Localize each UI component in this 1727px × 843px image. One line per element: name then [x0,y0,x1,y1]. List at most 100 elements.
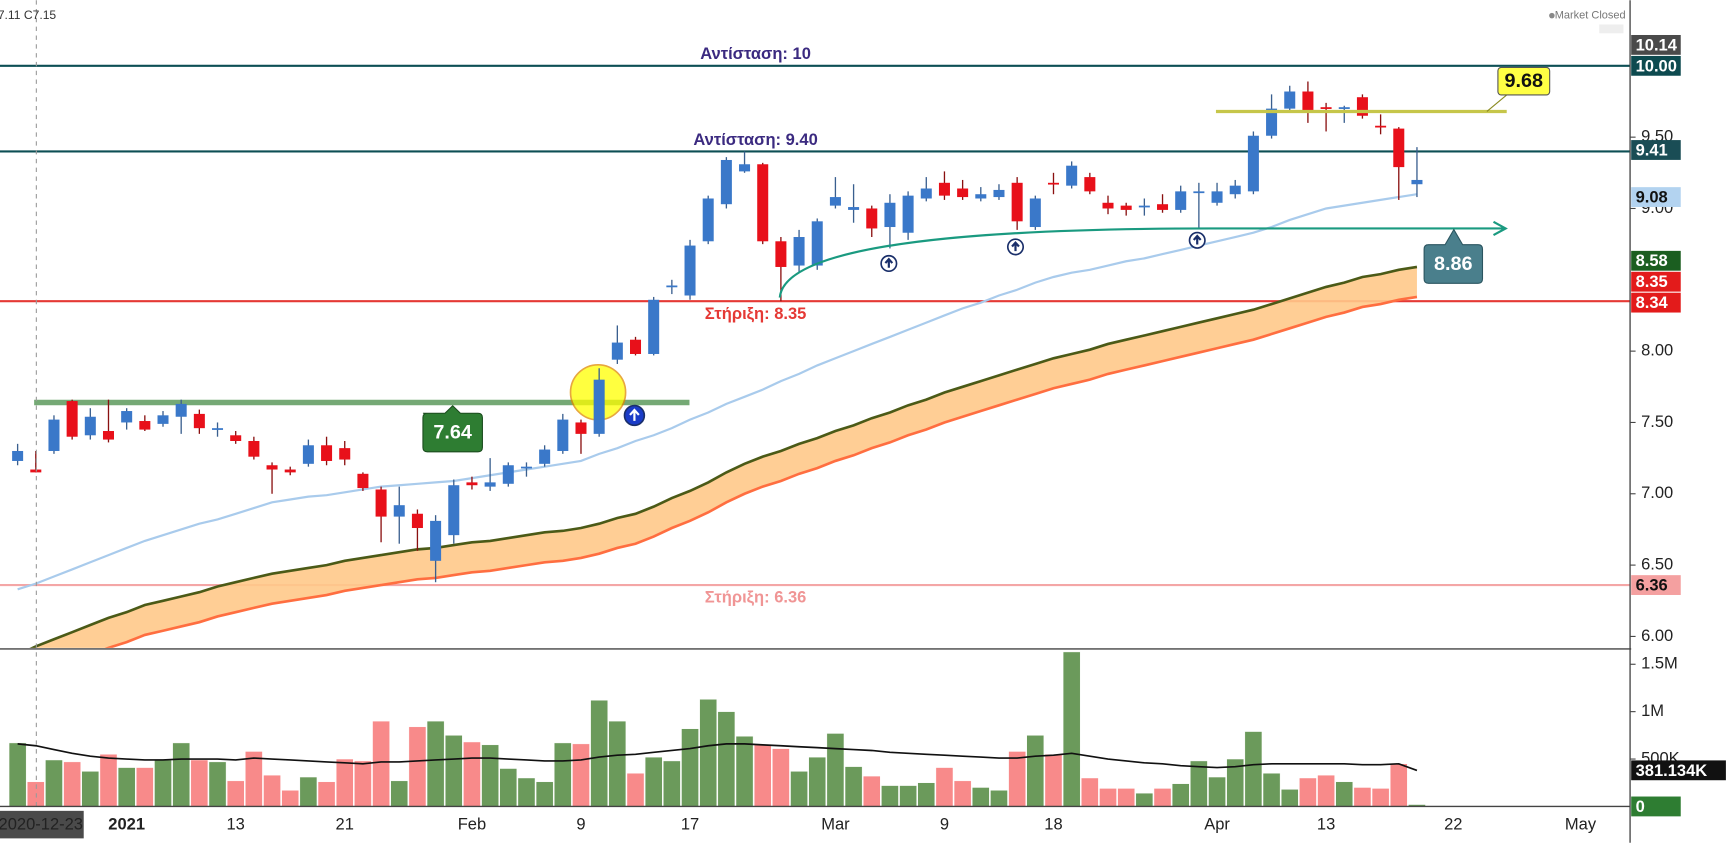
volume-bar [408,726,427,807]
ma-band [32,266,1417,648]
candle-body [1175,191,1187,210]
candle-body [811,221,823,266]
projection-arrow [778,220,1508,298]
candle-body [1138,205,1150,208]
x-tick-label: 13 [227,815,245,834]
y-tick-label: 8.00 [1641,340,1673,359]
price-badge [1631,292,1681,313]
volume-bar [136,767,154,807]
moving-average [29,265,1418,648]
volume-bar [681,728,699,807]
price-badge-text: 10.00 [1636,56,1677,75]
candle-body [957,188,969,198]
price-badge-text: 6.36 [1636,576,1668,595]
x-tick-label: 17 [681,815,699,834]
candle-body [611,342,623,360]
price-badge [1631,187,1681,207]
price-badge [1631,140,1681,160]
y-tick-label: 6.00 [1641,626,1673,645]
candle-body [739,164,751,172]
volume-bar [390,780,409,807]
x-tick-label: 13 [1317,815,1335,834]
candle-body [630,339,642,354]
candle-body [1102,202,1114,209]
candle-body [1029,198,1041,228]
volume-bar [881,785,899,807]
candle-body [1047,182,1059,185]
volume-bar [172,742,190,807]
volume-bar [1117,788,1135,807]
volume-bar [63,761,81,807]
callout-badge [422,405,483,453]
y-tick-label: 1M [1641,701,1664,720]
price-badge-text: 10.14 [1636,35,1678,54]
candle-body [430,520,442,561]
signal-arrow [1011,241,1020,252]
volume-bar [608,720,627,807]
candle-body [1320,107,1332,109]
y-tick-label: 1.5M [1641,654,1678,673]
volume-bar [81,771,100,807]
candle-body [884,202,896,228]
price-badge-text: 8.34 [1636,293,1669,312]
level-label: Στήριξη: 8.35 [705,304,807,323]
candle-body [720,159,732,205]
callout-text: 7.64 [433,421,472,443]
price-badge [1631,796,1681,817]
candle-body [684,245,696,296]
volume-bar [717,711,736,807]
price-pane: Αντίσταση: 10 Αντίσταση: 9.40 Στήριξη: 8.3… [0,44,1631,648]
volume-bar [499,768,518,807]
price-badge [1631,34,1681,55]
candle-body [648,299,660,354]
y-tick-label: 7.00 [1641,483,1673,502]
volume-bar [354,760,372,807]
volume-bar [1408,804,1426,807]
candle-body [175,403,187,417]
price-badge [1631,250,1681,271]
candle-body [1356,97,1368,116]
ohlc-header: 7.11 C7.15 [0,8,56,22]
candle-body [593,379,605,434]
candle-body [193,413,205,429]
volume-bar [590,700,608,807]
candle-body [1393,128,1405,168]
volume-bar [808,756,826,807]
price-badge-text: 381.134K [1636,761,1708,780]
candle-body [702,198,714,242]
volume-bar [753,744,772,807]
candle-body [302,445,314,464]
candle-body [1120,205,1132,210]
candle-body [757,164,769,242]
candle-body [1284,91,1296,109]
candle-body [1302,91,1314,112]
volume-bar [1208,776,1226,807]
callout-badge [1423,228,1484,284]
volume-bar [426,720,445,807]
volume-bar [1026,735,1045,807]
crosshair-date-box [0,810,84,839]
level-label: Αντίσταση: 10 [700,44,811,63]
x-tick-label: Mar [821,815,850,834]
price-badge-text: 0 [1636,797,1645,816]
candle-body [866,208,878,229]
candle-body [920,188,932,199]
candle-body [1375,125,1387,128]
volume-bar [699,699,717,807]
candle-body [393,505,405,517]
price-badge [1631,575,1681,595]
candle-body [793,237,805,266]
candle-body [375,489,387,517]
volume-bar [445,735,463,807]
volume-bar [1081,777,1099,807]
volume-bar [863,775,881,807]
candle-body [1266,108,1278,136]
volume-bar [990,790,1008,807]
candle-body [484,482,496,487]
candle-body [975,194,987,199]
volume-bar [335,758,354,807]
candle-body [993,189,1005,198]
signal-arrow [629,408,640,421]
price-badge [1631,55,1681,76]
